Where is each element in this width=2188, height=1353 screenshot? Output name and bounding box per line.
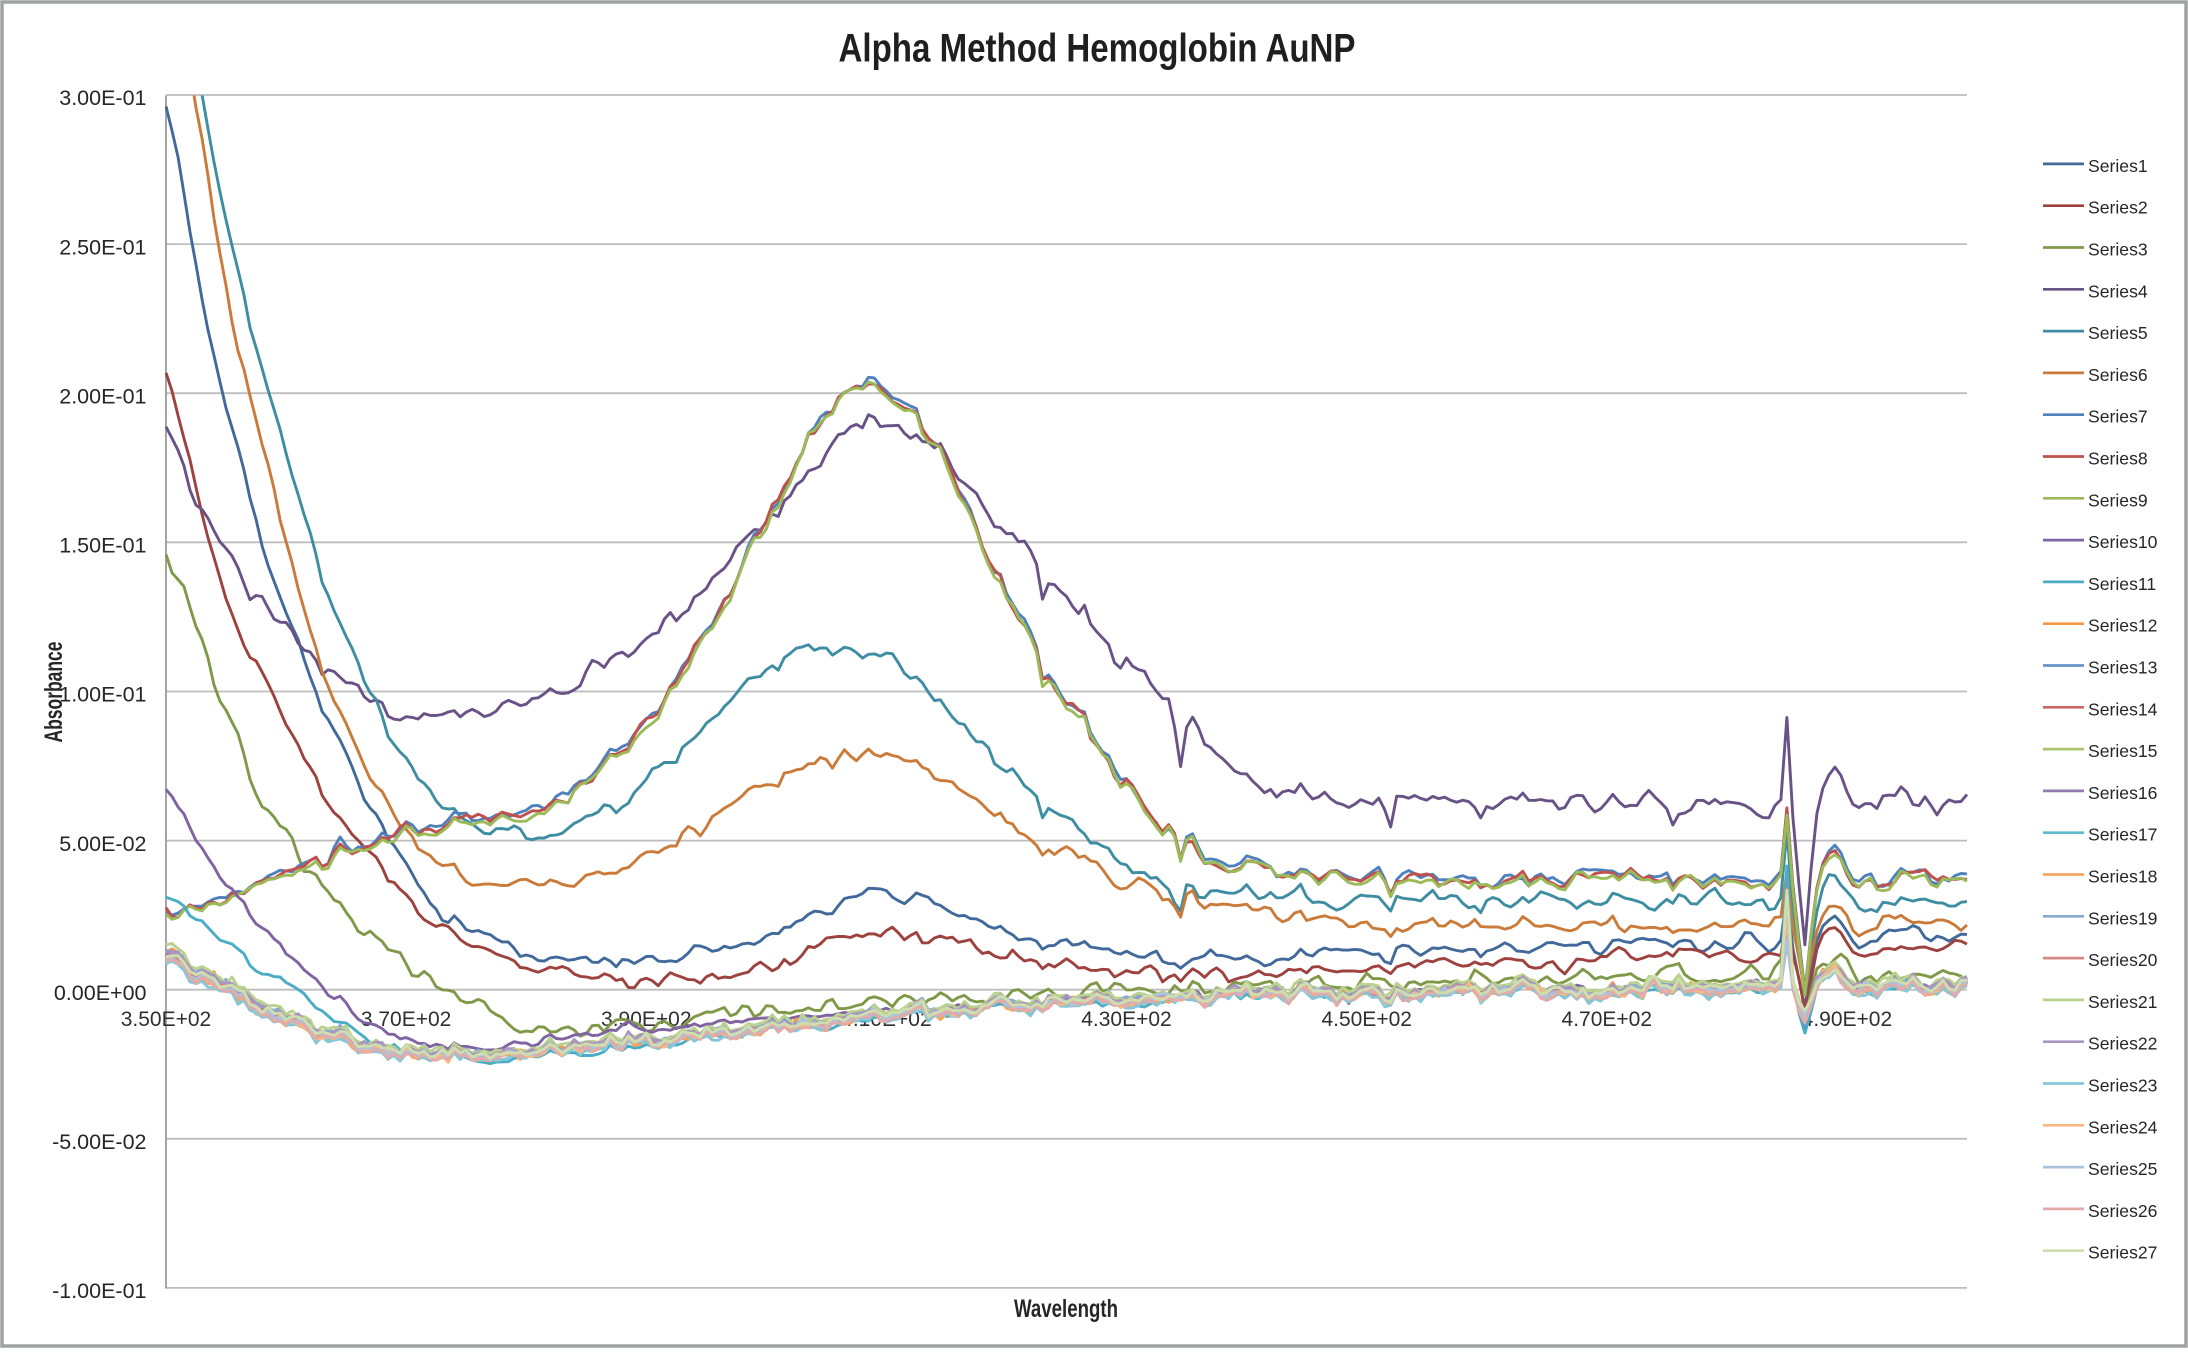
svg-text:Series2: Series2 <box>2088 198 2148 218</box>
svg-text:Series12: Series12 <box>2088 616 2157 636</box>
svg-text:Series11: Series11 <box>2088 574 2156 594</box>
svg-text:Series19: Series19 <box>2088 908 2157 928</box>
svg-text:Series5: Series5 <box>2088 323 2148 343</box>
svg-text:Series24: Series24 <box>2088 1117 2158 1137</box>
svg-text:Absorbance: Absorbance <box>40 641 68 742</box>
svg-text:4.90E+02: 4.90E+02 <box>1802 1008 1893 1031</box>
svg-text:3.50E+02: 3.50E+02 <box>121 1008 212 1031</box>
svg-text:3.70E+02: 3.70E+02 <box>361 1008 452 1031</box>
svg-text:Series8: Series8 <box>2088 449 2148 469</box>
svg-text:Series14: Series14 <box>2088 699 2158 719</box>
svg-text:Series21: Series21 <box>2088 992 2157 1012</box>
svg-text:Series1: Series1 <box>2088 156 2148 176</box>
svg-text:1.00E-01: 1.00E-01 <box>59 683 146 707</box>
svg-text:1.50E-01: 1.50E-01 <box>59 534 146 558</box>
svg-text:Series25: Series25 <box>2088 1159 2158 1179</box>
svg-text:Wavelength: Wavelength <box>1014 1295 1118 1323</box>
svg-text:Series18: Series18 <box>2088 867 2158 887</box>
svg-text:-1.00E-01: -1.00E-01 <box>52 1279 146 1303</box>
svg-text:Series16: Series16 <box>2088 783 2158 803</box>
svg-text:2.50E-01: 2.50E-01 <box>59 235 146 259</box>
svg-text:Series6: Series6 <box>2088 365 2148 385</box>
svg-text:4.70E+02: 4.70E+02 <box>1562 1008 1653 1031</box>
svg-text:4.50E+02: 4.50E+02 <box>1321 1008 1412 1031</box>
svg-text:Alpha Method Hemoglobin AuNP: Alpha Method Hemoglobin AuNP <box>839 27 1356 71</box>
svg-text:Series13: Series13 <box>2088 658 2158 678</box>
svg-text:4.30E+02: 4.30E+02 <box>1081 1008 1172 1031</box>
svg-text:0.00E+00: 0.00E+00 <box>54 981 147 1005</box>
svg-text:Series15: Series15 <box>2088 741 2158 761</box>
svg-text:Series10: Series10 <box>2088 532 2158 552</box>
svg-text:Series17: Series17 <box>2088 825 2157 845</box>
svg-text:Series20: Series20 <box>2088 950 2158 970</box>
svg-text:2.00E-01: 2.00E-01 <box>59 384 146 408</box>
svg-text:Series27: Series27 <box>2088 1243 2157 1263</box>
svg-text:5.00E-02: 5.00E-02 <box>59 832 146 856</box>
svg-text:Series4: Series4 <box>2088 281 2148 301</box>
svg-text:3.00E-01: 3.00E-01 <box>59 86 146 110</box>
svg-text:Series9: Series9 <box>2088 490 2148 510</box>
svg-text:Series22: Series22 <box>2088 1034 2157 1054</box>
svg-text:-5.00E-02: -5.00E-02 <box>52 1130 146 1154</box>
svg-text:Series26: Series26 <box>2088 1201 2158 1221</box>
svg-text:Series3: Series3 <box>2088 240 2148 260</box>
svg-text:Series23: Series23 <box>2088 1076 2158 1096</box>
svg-text:Series7: Series7 <box>2088 407 2148 427</box>
